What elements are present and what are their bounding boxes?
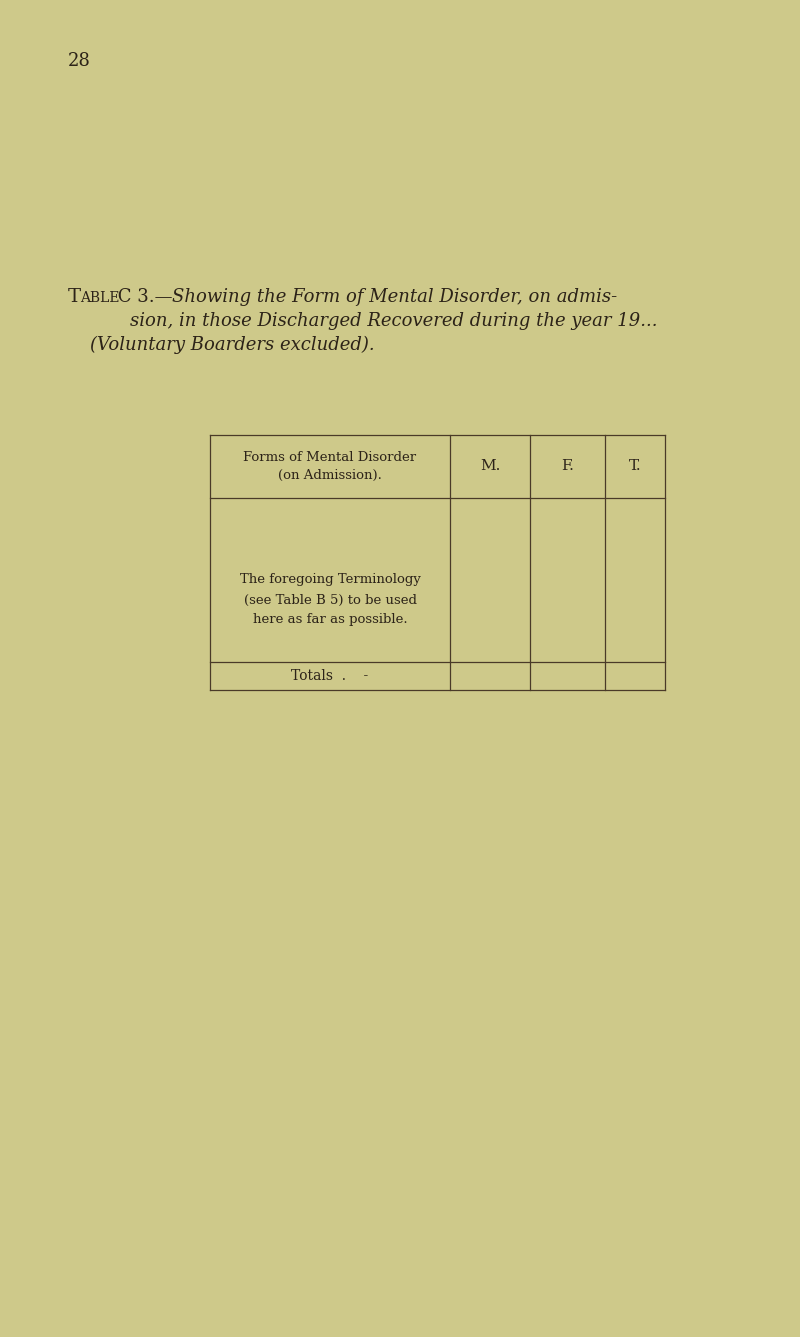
Text: ABLE: ABLE — [80, 291, 119, 305]
Text: Showing the Form of Mental Disorder, on admis-: Showing the Form of Mental Disorder, on … — [172, 287, 618, 306]
Text: C 3.—: C 3.— — [112, 287, 173, 306]
Text: (Voluntary Boarders excluded).: (Voluntary Boarders excluded). — [90, 336, 374, 354]
Text: sion, in those Discharged Recovered during the year 19...: sion, in those Discharged Recovered duri… — [130, 312, 658, 330]
Text: M.: M. — [480, 460, 500, 473]
Text: 28: 28 — [68, 52, 91, 70]
Text: Totals  .    -: Totals . - — [291, 668, 369, 683]
Text: Forms of Mental Disorder
(on Admission).: Forms of Mental Disorder (on Admission). — [243, 451, 417, 483]
Text: T: T — [68, 287, 81, 306]
Text: The foregoing Terminology
(see Table B 5) to be used
here as far as possible.: The foregoing Terminology (see Table B 5… — [239, 574, 421, 627]
Text: T.: T. — [629, 460, 642, 473]
Text: F.: F. — [561, 460, 574, 473]
